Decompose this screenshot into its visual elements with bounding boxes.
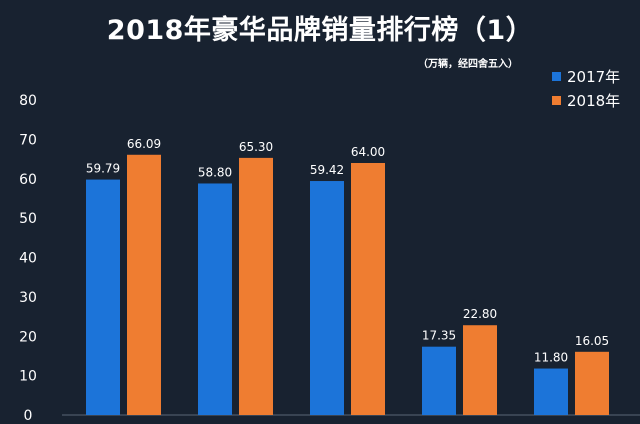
data-label: 22.80	[463, 307, 497, 321]
legend-swatch-2018	[552, 95, 561, 105]
data-label: 59.79	[86, 162, 120, 176]
data-label: 58.80	[198, 165, 232, 179]
legend-item-2018: 2018年	[552, 88, 620, 112]
bar-2017年-5	[534, 368, 568, 415]
bar-2017年-2	[198, 183, 232, 415]
bar-2017年-1	[86, 179, 120, 415]
bar-2018年-1	[127, 154, 161, 415]
data-label: 64.00	[351, 145, 385, 159]
legend-label-2017: 2017年	[567, 67, 621, 86]
bar-2018年-2	[239, 157, 273, 415]
bar-2018年-5	[575, 351, 609, 415]
data-label: 11.80	[534, 351, 568, 365]
unit-note: （万辆，经四舍五入）	[418, 59, 518, 70]
y-tick-label: 0	[24, 408, 33, 424]
y-tick-label: 70	[19, 132, 37, 148]
chart-title: 2018年豪华品牌销量排行榜（1）	[106, 15, 534, 46]
y-tick-label: 60	[19, 172, 37, 188]
y-tick-label: 40	[19, 251, 37, 267]
data-label: 16.05	[575, 334, 609, 348]
data-label: 59.42	[310, 163, 344, 177]
bar-2018年-4	[463, 325, 497, 415]
y-tick-label: 30	[19, 290, 37, 306]
data-label: 17.35	[422, 329, 456, 343]
legend-item-2017: 2017年	[552, 64, 620, 88]
legend: 2017年 2018年	[552, 64, 620, 112]
bar-2017年-4	[422, 346, 456, 415]
bar-2017年-3	[310, 181, 344, 415]
y-tick-label: 10	[19, 369, 37, 385]
y-tick-label: 50	[19, 211, 37, 227]
y-tick-label: 80	[19, 93, 37, 109]
bar-2018年-3	[351, 163, 385, 415]
legend-label-2018: 2018年	[567, 91, 621, 110]
legend-swatch-2017	[552, 71, 561, 81]
data-label: 66.09	[127, 137, 161, 151]
data-label: 65.30	[239, 140, 273, 154]
y-tick-label: 20	[19, 329, 37, 345]
